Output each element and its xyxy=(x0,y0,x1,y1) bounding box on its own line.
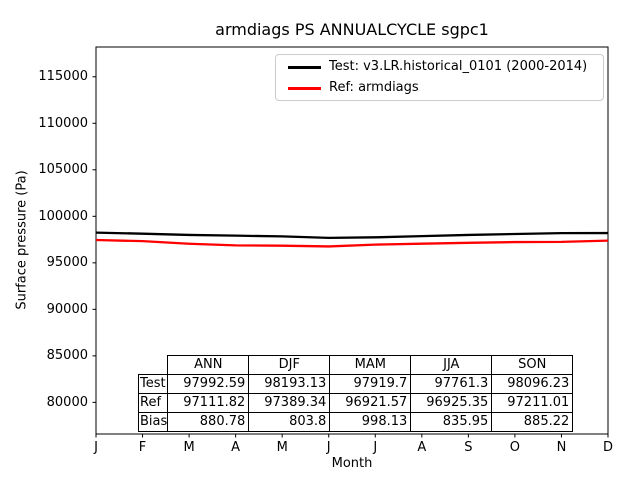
legend-entry-label: Test: v3.LR.historical_0101 (2000-2014) xyxy=(329,59,588,74)
table-cell-value: 835.95 xyxy=(410,412,493,432)
x-tick-label: J xyxy=(94,440,98,455)
x-tick-label: S xyxy=(464,440,473,455)
x-tick-label: O xyxy=(509,440,521,455)
x-tick-label: F xyxy=(138,440,147,455)
y-tick-label: 115000 xyxy=(38,69,88,85)
x-tick-label: D xyxy=(602,440,613,455)
y-tick-label: 85000 xyxy=(46,348,88,364)
table-cell-value: 97211.01 xyxy=(491,393,574,413)
table-cell-value: 98096.23 xyxy=(491,374,574,394)
table-cell-value: 97111.82 xyxy=(167,393,250,413)
table-cell-value: 998.13 xyxy=(329,412,412,432)
table-cell-value: 97992.59 xyxy=(167,374,250,394)
table-col-header: MAM xyxy=(329,355,412,375)
table-col-header: JJA xyxy=(410,355,493,375)
legend-line-sample xyxy=(288,86,321,90)
chart-title: armdiags PS ANNUALCYCLE sgpc1 xyxy=(215,20,489,39)
x-tick-label: N xyxy=(556,440,567,455)
table-row: Bias 880.78 803.8 998.13 835.95 885.22 xyxy=(137,412,574,432)
series-line xyxy=(95,231,609,240)
table-cell-value: 885.22 xyxy=(491,412,574,432)
y-tick-label: 100000 xyxy=(38,208,88,224)
summary-table: ANN DJF MAM JJA SON Test 97992.59 98193.13 9791… xyxy=(137,355,574,432)
table-col-header: ANN xyxy=(167,355,250,375)
x-tick-label: M xyxy=(276,440,288,455)
table-col-header: SON xyxy=(491,355,574,375)
x-tick-label: J xyxy=(326,440,331,455)
y-tick-label: 105000 xyxy=(38,162,88,178)
x-tick-label: M xyxy=(183,440,195,455)
y-tick-label: 90000 xyxy=(46,301,88,317)
y-axis-label: Surface pressure (Pa) xyxy=(14,170,30,310)
table-row-label: Ref xyxy=(137,393,169,413)
x-tick-label: J xyxy=(373,440,378,455)
table-cell-value: 96921.57 xyxy=(329,393,412,413)
table-cell-value: 97761.3 xyxy=(410,374,493,394)
x-tick-label: A xyxy=(417,440,427,455)
x-tick-label: A xyxy=(231,440,241,455)
y-tick-label: 95000 xyxy=(46,255,88,271)
legend: Test: v3.LR.historical_0101 (2000-2014) R… xyxy=(275,54,604,101)
x-axis-label: Month xyxy=(331,456,373,471)
table-row-label: Test xyxy=(137,374,169,394)
table-cell-value: 97389.34 xyxy=(248,393,331,413)
y-tick-label: 80000 xyxy=(46,394,88,410)
legend-entry: Test: v3.LR.historical_0101 (2000-2014) xyxy=(288,59,595,75)
table-col-header: DJF xyxy=(248,355,331,375)
table-cell-value: 96925.35 xyxy=(410,393,493,413)
legend-entry-label: Ref: armdiags xyxy=(329,80,419,95)
table-cell-value: 98193.13 xyxy=(248,374,331,394)
table-corner-cell xyxy=(139,356,168,375)
table-cell-value: 97919.7 xyxy=(329,374,412,394)
table-row-label: Bias xyxy=(137,412,169,432)
legend-line-sample xyxy=(288,65,321,69)
table-row: Ref 97111.82 97389.34 96921.57 96925.35 97211… xyxy=(137,393,574,413)
table-cell-value: 880.78 xyxy=(167,412,250,432)
legend-entry: Ref: armdiags xyxy=(288,80,595,96)
y-tick-label: 110000 xyxy=(38,115,88,131)
series-line xyxy=(95,238,609,248)
table-row: Test 97992.59 98193.13 97919.7 97761.3 98096.… xyxy=(137,374,574,394)
table-cell-value: 803.8 xyxy=(248,412,331,432)
